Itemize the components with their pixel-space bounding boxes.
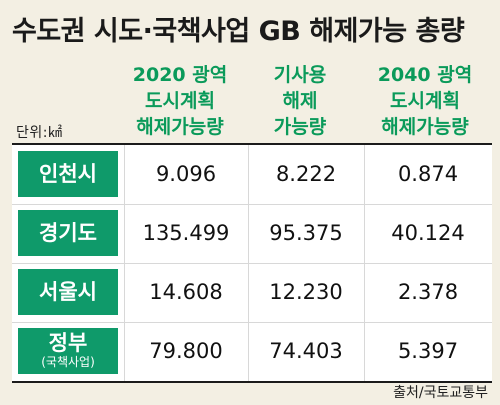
value-cell: 0.874: [364, 145, 492, 204]
value-cell: 2.378: [364, 263, 492, 322]
column-header-2040: 2040 광역 도시계획 해제가능량: [360, 62, 490, 140]
row-label: 정부 (국책사업): [18, 328, 118, 374]
row-sublabel: (국책사업): [41, 354, 95, 370]
row-label: 인천시: [18, 151, 118, 197]
value-cell: 14.608: [124, 263, 248, 322]
column-header-used: 기사용 해제 가능량: [245, 62, 355, 140]
column-header-line: 해제: [245, 88, 355, 114]
table-row: 서울시 14.608 12.230 2.378: [12, 263, 492, 322]
value-cell: 74.403: [248, 322, 364, 381]
row-label: 경기도: [18, 210, 118, 256]
column-header-line: 해제가능량: [360, 114, 490, 140]
column-header-line: 도시계획: [360, 88, 490, 114]
row-label-text: 서울시: [39, 281, 97, 303]
table-row: 경기도 135.499 95.375 40.124: [12, 204, 492, 263]
source-credit: 출처/국토교통부: [393, 382, 488, 404]
row-label-text: 경기도: [39, 222, 97, 244]
value-cell: 9.096: [124, 145, 248, 204]
row-label: 서울시: [18, 269, 118, 315]
value-cell: 5.397: [364, 322, 492, 381]
column-header-2020: 2020 광역 도시계획 해제가능량: [120, 62, 240, 140]
value-cell: 40.124: [364, 204, 492, 263]
value-cell: 95.375: [248, 204, 364, 263]
table-row: 인천시 9.096 8.222 0.874: [12, 145, 492, 204]
column-header-line: 가능량: [245, 114, 355, 140]
column-header-line: 해제가능량: [120, 114, 240, 140]
value-cell: 79.800: [124, 322, 248, 381]
value-cell: 8.222: [248, 145, 364, 204]
value-cell: 135.499: [124, 204, 248, 263]
chart-title: 수도권 시도·국책사업 GB 해제가능 총량: [12, 10, 492, 54]
unit-label: 단위:㎢: [16, 122, 116, 142]
table-row: 정부 (국책사업) 79.800 74.403 5.397: [12, 322, 492, 381]
column-header-line: 기사용: [245, 62, 355, 88]
value-cell: 12.230: [248, 263, 364, 322]
column-header-line: 2020 광역: [120, 62, 240, 88]
row-label-text: 인천시: [39, 163, 97, 185]
column-header-line: 2040 광역: [360, 62, 490, 88]
data-table: 인천시 9.096 8.222 0.874 경기도 135.499 95.375…: [12, 145, 492, 381]
column-header-line: 도시계획: [120, 88, 240, 114]
row-label-text: 정부: [49, 332, 88, 354]
